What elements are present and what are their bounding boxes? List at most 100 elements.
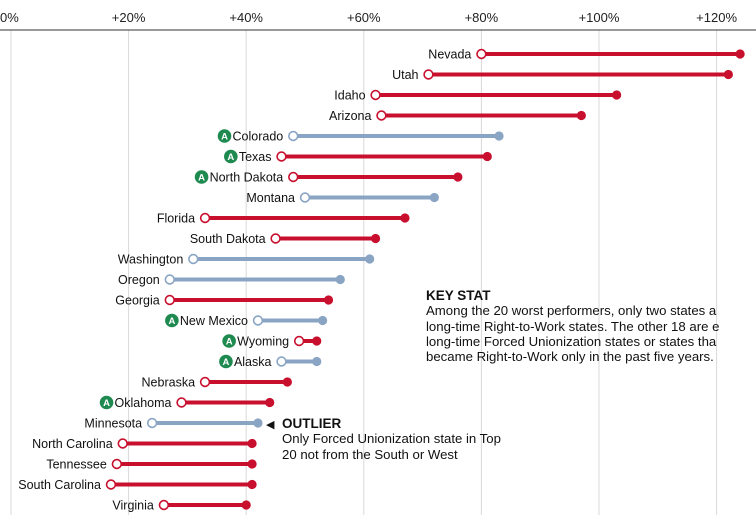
gridlines xyxy=(10,30,718,515)
row-south-dakota: South Dakota xyxy=(190,232,381,246)
state-label: Georgia xyxy=(115,293,160,307)
outlier-annotation: ◀ OUTLIER Only Forced Unionization state… xyxy=(266,416,566,462)
start-point xyxy=(199,376,211,388)
row-idaho: Idaho xyxy=(334,88,622,102)
state-label: Colorado xyxy=(233,129,284,143)
row-north-carolina: North Carolina xyxy=(32,437,257,451)
end-point xyxy=(312,356,322,367)
state-label: New Mexico xyxy=(180,314,248,328)
x-axis: 0% +20% +40% +60% +80% +100% +120% xyxy=(0,10,756,31)
row-colorado: Colorado A xyxy=(217,129,504,143)
end-point xyxy=(247,459,257,469)
state-label: Oregon xyxy=(118,273,160,287)
start-point xyxy=(288,171,299,183)
end-point xyxy=(482,151,492,162)
end-point xyxy=(247,479,257,490)
key-stat-line: long-time Right-to-Work states. The othe… xyxy=(426,318,720,334)
row-montana: Montana xyxy=(246,191,439,205)
state-label: Wyoming xyxy=(237,334,289,348)
state-label: Tennessee xyxy=(46,457,107,471)
x-tick-label: +120% xyxy=(696,10,737,25)
start-point xyxy=(376,110,387,121)
end-point xyxy=(723,69,733,80)
badge-letter: A xyxy=(227,152,234,163)
state-label: Idaho xyxy=(334,88,365,102)
start-point xyxy=(117,438,128,449)
row-utah: Utah xyxy=(392,68,733,82)
state-label: Nevada xyxy=(428,47,471,61)
row-texas: Texas A xyxy=(224,149,492,164)
end-point xyxy=(318,315,328,326)
row-south-carolina: South Carolina xyxy=(18,478,257,492)
end-point xyxy=(323,295,334,305)
end-point xyxy=(335,274,345,285)
x-tick-label: +20% xyxy=(112,10,146,25)
start-point xyxy=(164,294,175,306)
state-label: South Carolina xyxy=(18,478,101,492)
x-tick-label: +80% xyxy=(465,10,499,25)
end-point xyxy=(576,110,586,121)
start-point xyxy=(293,335,305,347)
row-washington: Washington xyxy=(118,252,375,266)
start-point xyxy=(105,479,117,490)
row-oregon: Oregon xyxy=(118,273,345,287)
end-point xyxy=(612,90,622,100)
x-tick-label: 0% xyxy=(0,10,19,25)
state-label: Arizona xyxy=(329,109,371,123)
end-point xyxy=(429,192,439,203)
row-virginia: Virginia xyxy=(112,498,251,512)
start-point xyxy=(299,192,311,203)
start-point xyxy=(199,212,211,224)
outlier-title: OUTLIER xyxy=(282,416,342,431)
right-to-work-badge-icon xyxy=(219,354,233,369)
outlier-line: Only Forced Unionization state in Top xyxy=(282,431,501,447)
start-point xyxy=(423,69,434,80)
state-label: Montana xyxy=(246,191,295,205)
end-point xyxy=(365,254,375,264)
state-label: Nebraska xyxy=(142,375,196,389)
outlier-arrow-icon: ◀ xyxy=(266,419,275,431)
right-to-work-badge-icon xyxy=(222,334,236,348)
start-point xyxy=(164,274,175,285)
row-tennessee: Tennessee xyxy=(46,457,257,471)
start-point xyxy=(270,233,281,244)
state-label: North Carolina xyxy=(32,437,113,451)
end-point xyxy=(265,397,275,408)
state-label: Texas xyxy=(239,150,272,164)
state-label: Virginia xyxy=(112,498,154,512)
row-nevada: Nevada xyxy=(428,47,745,61)
start-point xyxy=(146,417,158,429)
badge-letter: A xyxy=(168,316,175,327)
right-to-work-badge-icon xyxy=(217,129,232,143)
right-to-work-badge-icon xyxy=(99,395,114,410)
right-to-work-badge-icon xyxy=(165,313,179,328)
row-minnesota: Minnesota xyxy=(84,416,263,430)
end-point xyxy=(370,233,381,244)
row-georgia: Georgia xyxy=(115,293,334,307)
x-tick-label: +100% xyxy=(579,10,620,25)
state-label: South Dakota xyxy=(190,232,266,246)
start-point xyxy=(370,89,381,101)
x-tick-label: +60% xyxy=(347,10,381,25)
end-point xyxy=(247,438,257,449)
x-tick-label: +40% xyxy=(229,10,263,25)
badge-letter: A xyxy=(226,337,233,348)
state-label: Washington xyxy=(118,252,184,266)
state-label: Minnesota xyxy=(84,416,142,430)
start-point xyxy=(276,356,287,367)
chart-rows: Nevada Utah Idaho Arizona Colorado A Texas A Nor… xyxy=(18,47,745,512)
state-label: North Dakota xyxy=(210,170,284,184)
start-point xyxy=(158,499,170,511)
row-new-mexico: New Mexico A xyxy=(165,313,328,328)
badge-letter: A xyxy=(221,132,228,143)
end-point xyxy=(253,418,263,428)
start-point xyxy=(252,315,264,326)
key-stat-title: KEY STAT xyxy=(426,288,491,303)
end-point xyxy=(400,213,410,223)
start-point xyxy=(111,458,123,470)
row-wyoming: Wyoming A xyxy=(222,334,322,348)
state-label: Florida xyxy=(157,211,195,225)
state-label: Utah xyxy=(392,68,418,82)
row-florida: Florida xyxy=(157,211,410,225)
